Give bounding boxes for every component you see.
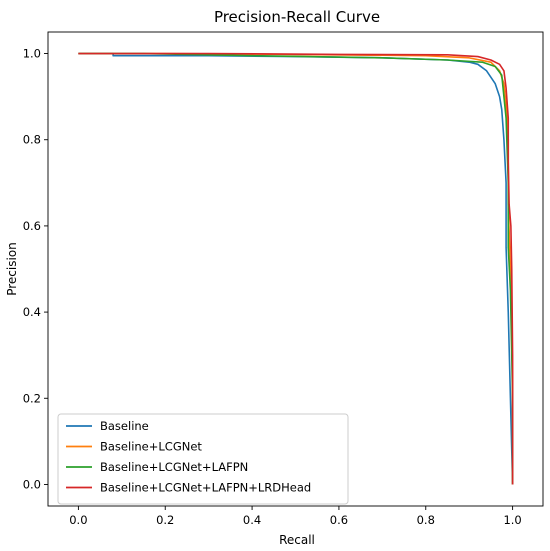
y-tick-label: 0.8 — [23, 133, 41, 147]
x-tick-label: 0.8 — [417, 513, 435, 527]
legend-box — [57, 413, 349, 505]
series-line-2 — [78, 52, 514, 485]
y-tick-label: 1.0 — [23, 47, 41, 61]
series-line-3 — [78, 52, 514, 485]
x-tick-label: 0.6 — [330, 513, 348, 527]
x-tick-label: 0.4 — [243, 513, 261, 527]
x-tick-label: 0.0 — [69, 513, 87, 527]
y-tick-label: 0.6 — [23, 219, 41, 233]
series-layer — [78, 52, 514, 485]
chart-title: Precision-Recall Curve — [214, 8, 380, 26]
y-axis-ticks: 0.0 0.2 0.4 0.6 0.8 1.0 — [23, 47, 48, 491]
legend-label-3: Baseline+LCGNet+LAFPN+LRDHead — [100, 481, 311, 495]
legend-label-2: Baseline+LCGNet+LAFPN — [100, 460, 248, 474]
series-line-0 — [78, 52, 514, 485]
x-tick-label: 1.0 — [503, 513, 521, 527]
legend-label-0: Baseline — [100, 419, 149, 433]
plot-frame — [47, 31, 544, 507]
y-tick-label: 0.4 — [23, 305, 41, 319]
legend-label-1: Baseline+LCGNet — [100, 440, 202, 454]
legend: Baseline Baseline+LCGNet Baseline+LCGNet+L… — [57, 413, 349, 505]
y-tick-label: 0.2 — [23, 391, 41, 405]
y-tick-label: 0.0 — [23, 477, 41, 491]
x-axis-label: Recall — [279, 533, 315, 547]
y-axis-label: Precision — [5, 242, 19, 296]
x-tick-label: 0.2 — [156, 513, 174, 527]
x-axis-ticks: 0.0 0.2 0.4 0.6 0.8 1.0 — [69, 506, 522, 527]
